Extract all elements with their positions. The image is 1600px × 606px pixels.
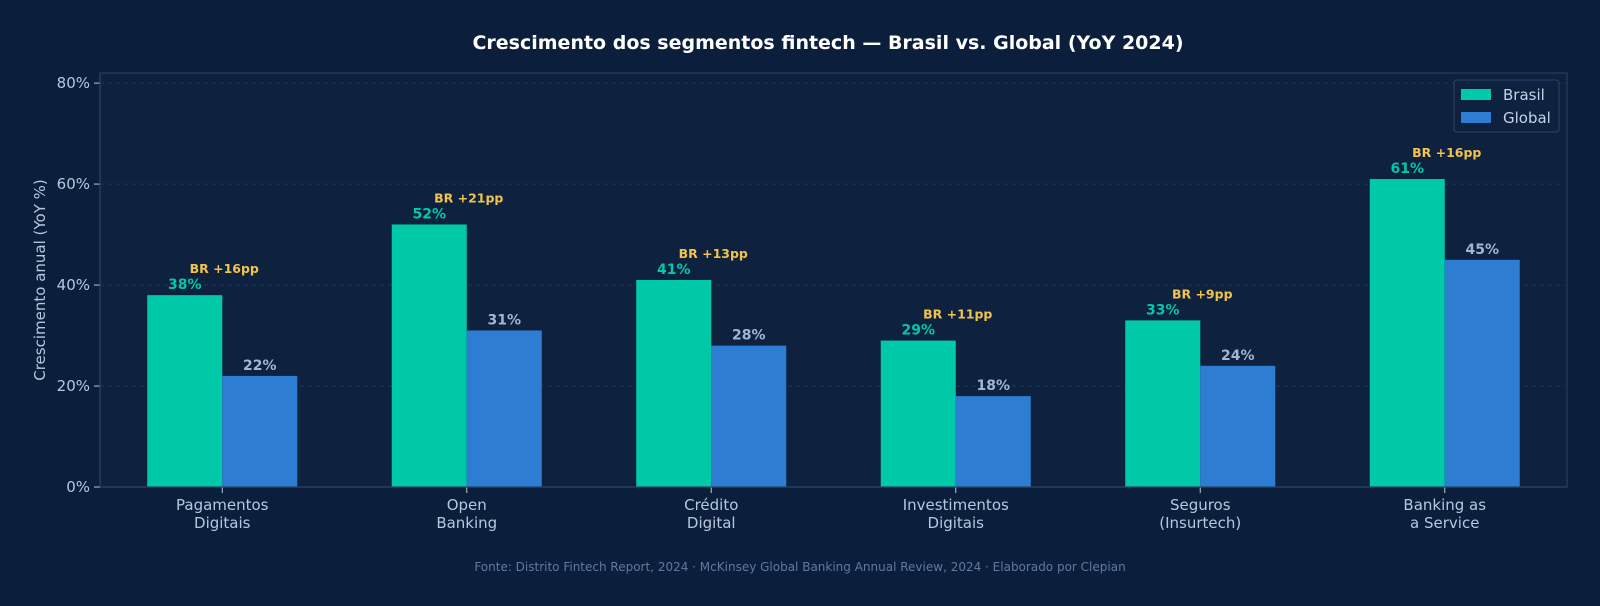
x-tick-label: Investimentos bbox=[903, 496, 1009, 514]
value-label-global: 45% bbox=[1465, 242, 1499, 258]
legend-label-brasil: Brasil bbox=[1503, 86, 1545, 104]
chart-title: Crescimento dos segmentos fintech — Bras… bbox=[472, 32, 1183, 54]
value-labels: 38% 22% BR +16pp 52% 31% BR +21pp 41% 28% BR +13… bbox=[168, 145, 1499, 394]
y-tick-label: 0% bbox=[66, 478, 90, 496]
y-tick-label: 60% bbox=[57, 175, 90, 193]
x-tick-label: Digital bbox=[687, 514, 736, 532]
y-axis-label: Crescimento anual (YoY %) bbox=[31, 179, 49, 381]
y-axis: 0% 20% 40% 60% 80% bbox=[57, 73, 101, 496]
bar-brasil[interactable] bbox=[636, 280, 712, 487]
bar-global[interactable] bbox=[466, 330, 542, 487]
legend-swatch-global bbox=[1461, 112, 1491, 123]
bar-global[interactable] bbox=[1444, 259, 1520, 487]
value-label-brasil: 33% bbox=[1146, 302, 1180, 318]
x-axis: PagamentosDigitaisOpenBankingCréditoDigi… bbox=[100, 486, 1567, 532]
difference-annotation: BR +11pp bbox=[923, 307, 992, 322]
difference-annotation: BR +13pp bbox=[679, 246, 748, 261]
value-label-brasil: 41% bbox=[657, 262, 691, 278]
bar-global[interactable] bbox=[222, 375, 298, 487]
value-label-brasil: 29% bbox=[901, 323, 935, 339]
legend-label-global: Global bbox=[1503, 109, 1551, 127]
value-label-brasil: 38% bbox=[168, 277, 202, 293]
bars bbox=[147, 179, 1520, 487]
x-tick-label: Digitais bbox=[194, 514, 251, 532]
x-tick-label: Banking as bbox=[1403, 496, 1486, 514]
difference-annotation: BR +9pp bbox=[1172, 286, 1233, 301]
plot-area bbox=[99, 72, 1568, 488]
bar-brasil[interactable] bbox=[1125, 320, 1201, 487]
value-label-global: 28% bbox=[732, 328, 766, 344]
x-tick-label: Banking bbox=[436, 514, 497, 532]
x-tick-label: Crédito bbox=[684, 496, 738, 514]
x-tick-label: Open bbox=[447, 496, 487, 514]
bar-global[interactable] bbox=[711, 345, 787, 487]
bar-global[interactable] bbox=[1200, 365, 1276, 487]
x-tick-label: Seguros bbox=[1170, 496, 1231, 514]
x-tick-label: (Insurtech) bbox=[1159, 514, 1241, 532]
y-tick-label: 40% bbox=[57, 276, 90, 294]
x-tick-label: Digitais bbox=[928, 514, 985, 532]
difference-annotation: BR +16pp bbox=[1412, 145, 1481, 160]
x-tick-label: Pagamentos bbox=[176, 496, 269, 514]
legend-swatch-brasil bbox=[1461, 89, 1491, 100]
value-label-global: 24% bbox=[1221, 348, 1255, 364]
source-note: Fonte: Distrito Fintech Report, 2024 · M… bbox=[474, 560, 1125, 574]
x-tick-label: a Service bbox=[1410, 514, 1479, 532]
value-label-global: 18% bbox=[976, 378, 1010, 394]
y-tick-label: 20% bbox=[57, 377, 90, 395]
bar-brasil[interactable] bbox=[147, 295, 223, 487]
bar-brasil[interactable] bbox=[880, 340, 956, 487]
difference-annotation: BR +21pp bbox=[434, 190, 503, 205]
value-label-global: 22% bbox=[243, 358, 277, 374]
bar-brasil[interactable] bbox=[1369, 179, 1445, 487]
value-label-brasil: 52% bbox=[412, 206, 446, 222]
legend[interactable]: Brasil Global bbox=[1453, 79, 1560, 133]
bar-brasil[interactable] bbox=[391, 224, 467, 487]
y-tick-label: 80% bbox=[57, 74, 90, 92]
bar-global[interactable] bbox=[955, 396, 1031, 487]
value-label-global: 31% bbox=[487, 312, 521, 328]
value-label-brasil: 61% bbox=[1390, 161, 1424, 177]
difference-annotation: BR +16pp bbox=[190, 261, 259, 276]
